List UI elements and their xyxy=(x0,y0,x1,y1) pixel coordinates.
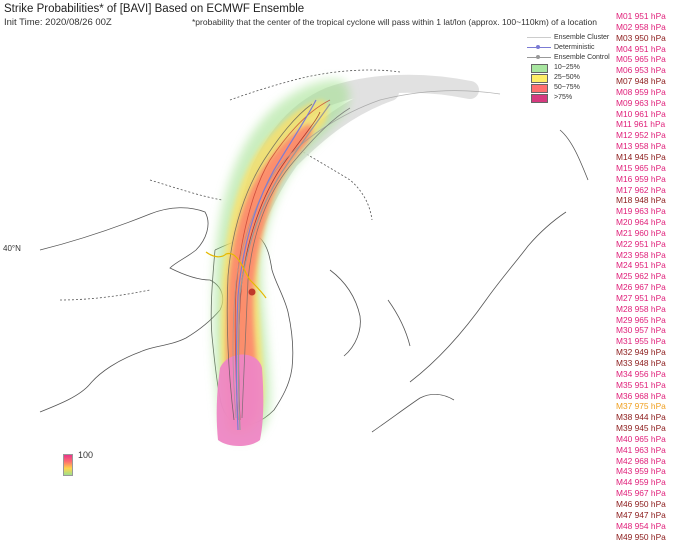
legend-symbol xyxy=(524,83,554,92)
ensemble-member-pressure: M14 945 hPa xyxy=(616,152,677,163)
legend-item: 10~25% xyxy=(524,62,612,72)
ensemble-member-pressure: M17 962 hPa xyxy=(616,185,677,196)
ensemble-member-pressure: M24 951 hPa xyxy=(616,260,677,271)
ensemble-member-pressure: M09 963 hPa xyxy=(616,98,677,109)
legend-symbol xyxy=(524,43,554,52)
ensemble-member-pressure: M46 950 hPa xyxy=(616,499,677,510)
ensemble-member-pressure: M26 967 hPa xyxy=(616,282,677,293)
ensemble-member-pressure: M33 948 hPa xyxy=(616,358,677,369)
ensemble-member-pressure: M04 951 hPa xyxy=(616,44,677,55)
ensemble-member-pressure: M45 967 hPa xyxy=(616,488,677,499)
ensemble-member-pressure: M38 944 hPa xyxy=(616,412,677,423)
ensemble-member-pressure: M35 951 hPa xyxy=(616,380,677,391)
legend-item: 50~75% xyxy=(524,82,612,92)
legend-symbol xyxy=(524,63,554,72)
colorbar-max-label: 100 xyxy=(78,450,93,460)
legend-label: 25~50% xyxy=(554,74,580,81)
legend-item: Ensemble Cluster xyxy=(524,32,612,42)
ensemble-member-pressure: M41 963 hPa xyxy=(616,445,677,456)
legend-symbol xyxy=(524,33,554,42)
ensemble-member-pressure: M11 961 hPa xyxy=(616,119,677,130)
legend-label: 10~25% xyxy=(554,64,580,71)
ensemble-member-pressure: M42 968 hPa xyxy=(616,456,677,467)
ensemble-member-pressure: M12 952 hPa xyxy=(616,130,677,141)
probability-footnote: *probability that the center of the trop… xyxy=(192,17,597,27)
ensemble-member-pressure: M25 962 hPa xyxy=(616,271,677,282)
legend-label: >75% xyxy=(554,94,572,101)
ensemble-member-pressure: M06 953 hPa xyxy=(616,65,677,76)
ensemble-member-pressure: M07 948 hPa xyxy=(616,76,677,87)
ensemble-member-pressure: M01 951 hPa xyxy=(616,11,677,22)
legend-label: Deterministic xyxy=(554,44,594,51)
ensemble-member-pressure: M10 961 hPa xyxy=(616,109,677,120)
legend-label: 50~75% xyxy=(554,84,580,91)
ensemble-member-pressure: M20 964 hPa xyxy=(616,217,677,228)
ensemble-member-pressure: M13 958 hPa xyxy=(616,141,677,152)
ensemble-member-pressure: M47 947 hPa xyxy=(616,510,677,521)
ensemble-member-pressure: M03 950 hPa xyxy=(616,33,677,44)
legend-symbol xyxy=(524,73,554,82)
ensemble-member-pressure: M16 959 hPa xyxy=(616,174,677,185)
ensemble-member-pressure: M49 950 hPa xyxy=(616,532,677,542)
legend-symbol xyxy=(524,93,554,102)
ensemble-member-pressure: M05 965 hPa xyxy=(616,54,677,65)
strike-probability-map xyxy=(0,30,614,475)
ensemble-member-pressure: M44 959 hPa xyxy=(616,477,677,488)
ensemble-member-pressure: M08 959 hPa xyxy=(616,87,677,98)
ensemble-member-pressure: M39 945 hPa xyxy=(616,423,677,434)
ensemble-member-pressure: M28 958 hPa xyxy=(616,304,677,315)
ensemble-member-pressure: M27 951 hPa xyxy=(616,293,677,304)
ensemble-member-pressure: M37 975 hPa xyxy=(616,401,677,412)
ensemble-member-pressure: M31 955 hPa xyxy=(616,336,677,347)
init-time: Init Time: 2020/08/26 00Z xyxy=(4,17,112,28)
legend-item: 25~50% xyxy=(524,72,612,82)
ensemble-member-pressure: M40 965 hPa xyxy=(616,434,677,445)
ensemble-member-pressure: M22 951 hPa xyxy=(616,239,677,250)
latitude-label: 40°N xyxy=(3,244,21,253)
landfall-marker xyxy=(249,289,256,296)
ensemble-member-pressure: M18 948 hPa xyxy=(616,195,677,206)
ensemble-member-pressure: M48 954 hPa xyxy=(616,521,677,532)
chart-title: Strike Probabilities* of [BAVI] Based on… xyxy=(4,3,304,15)
ensemble-member-pressure: M34 956 hPa xyxy=(616,369,677,380)
ensemble-member-pressure: M21 960 hPa xyxy=(616,228,677,239)
ensemble-member-pressure: M02 958 hPa xyxy=(616,22,677,33)
ensemble-member-pressure: M36 968 hPa xyxy=(616,391,677,402)
map-legend: Ensemble Cluster Deterministic Ensemble Co… xyxy=(524,32,612,102)
legend-item: >75% xyxy=(524,92,612,102)
legend-item: Deterministic xyxy=(524,42,612,52)
ensemble-member-pressure: M15 965 hPa xyxy=(616,163,677,174)
legend-label: Ensemble Control xyxy=(554,54,610,61)
probability-colorbar xyxy=(63,454,73,476)
ensemble-member-pressure: M29 965 hPa xyxy=(616,315,677,326)
ensemble-member-pressure: M30 957 hPa xyxy=(616,325,677,336)
legend-symbol xyxy=(524,53,554,62)
ensemble-member-pressure: M32 949 hPa xyxy=(616,347,677,358)
ensemble-member-pressure: M43 959 hPa xyxy=(616,466,677,477)
legend-label: Ensemble Cluster xyxy=(554,34,609,41)
ensemble-member-pressure: M23 958 hPa xyxy=(616,250,677,261)
ensemble-member-pressure: M19 963 hPa xyxy=(616,206,677,217)
legend-item: Ensemble Control xyxy=(524,52,612,62)
